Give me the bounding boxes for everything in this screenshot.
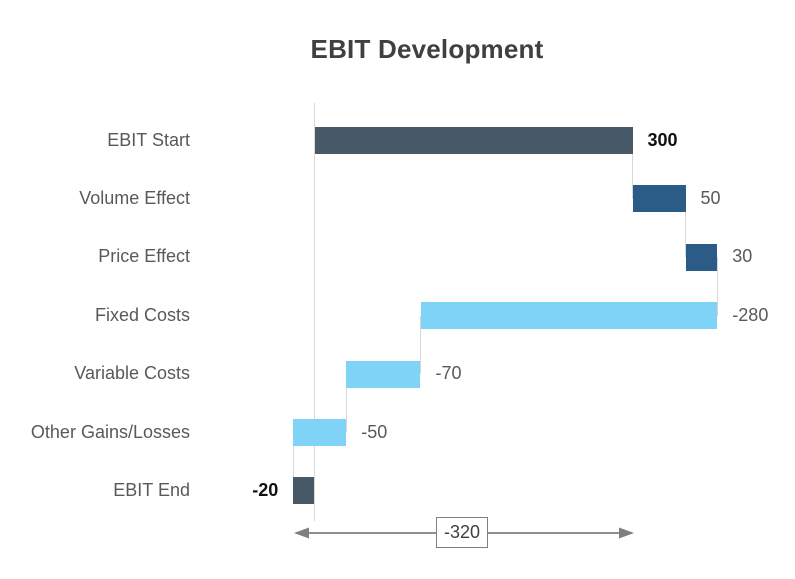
category-label: Volume Effect	[79, 187, 190, 208]
bar-fixed-costs	[420, 302, 718, 330]
connector-line	[420, 315, 422, 375]
value-label: 50	[700, 187, 721, 208]
bar-ebit-start	[314, 127, 633, 154]
connector-line	[632, 140, 634, 199]
bridge-label: -320	[443, 522, 481, 542]
connector-line	[345, 374, 348, 433]
bar-variable-costs	[346, 360, 421, 388]
arrowhead-left-icon	[294, 527, 309, 539]
category-label: Price Effect	[98, 246, 190, 267]
bar-other-gains-losses	[293, 419, 347, 446]
value-label: -50	[361, 421, 388, 442]
bar-ebit-end	[293, 477, 315, 505]
category-label: Fixed Costs	[94, 304, 190, 325]
category-label: Other Gains/Losses	[30, 421, 190, 442]
value-label: -20	[252, 479, 279, 500]
connector-line	[716, 257, 719, 316]
value-label: -70	[435, 363, 462, 384]
category-label: EBIT Start	[107, 129, 190, 150]
bridge-label-box: -320	[436, 517, 488, 548]
value-label: 30	[732, 246, 753, 267]
category-label: Variable Costs	[74, 363, 190, 384]
category-label: EBIT End	[113, 479, 190, 500]
bar-volume-effect	[632, 185, 686, 213]
bar-price-effect	[685, 243, 718, 271]
connector-line	[292, 432, 295, 491]
value-label: -280	[732, 304, 769, 325]
arrowhead-right-icon	[619, 527, 634, 539]
axis-baseline	[313, 103, 315, 521]
chart-title: EBIT Development	[310, 34, 544, 64]
value-label: 300	[647, 129, 678, 150]
connector-line	[685, 198, 687, 258]
